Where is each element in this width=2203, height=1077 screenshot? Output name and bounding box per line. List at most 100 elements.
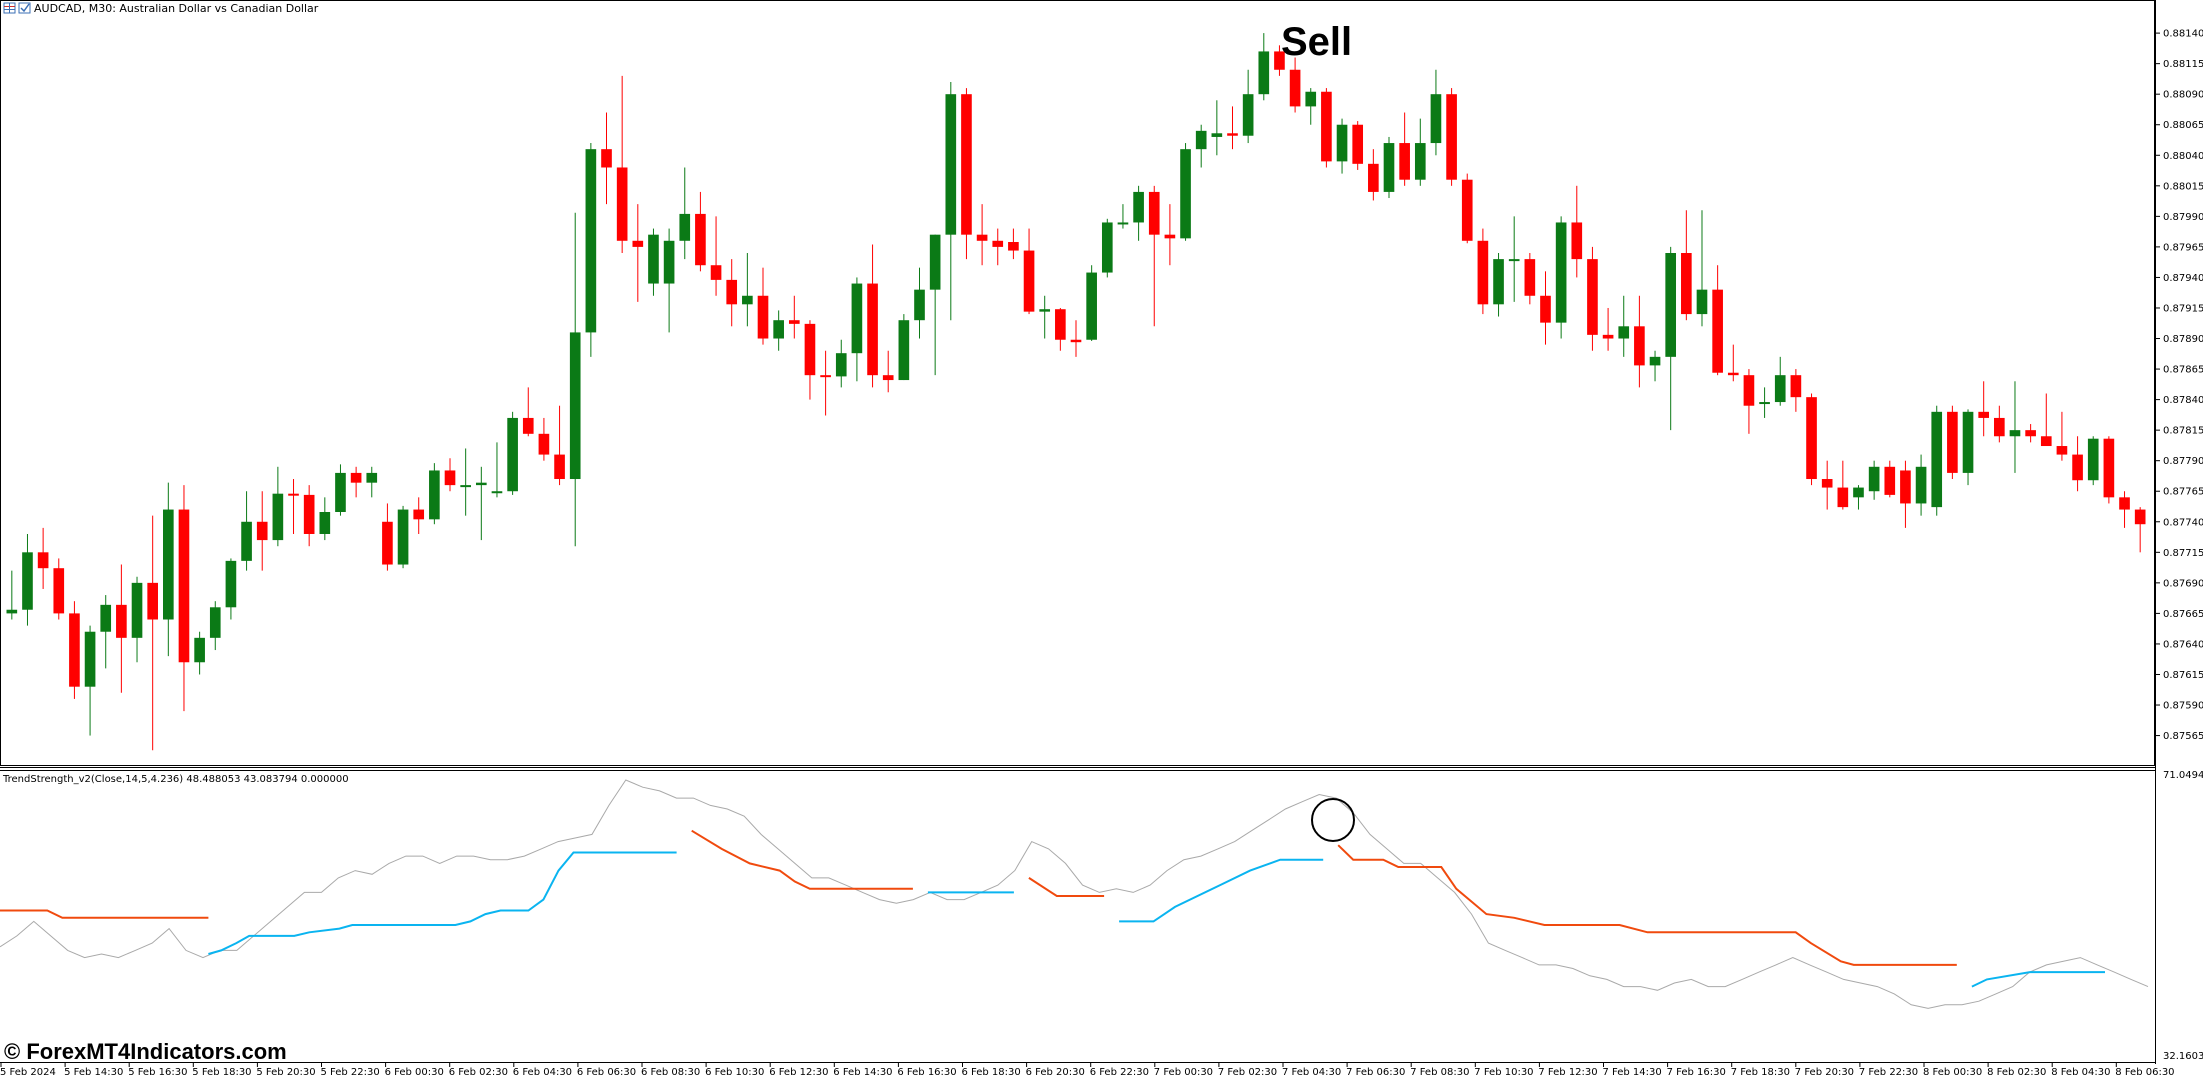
candle-body xyxy=(429,470,440,520)
candle-body xyxy=(1978,411,1989,418)
candle-body xyxy=(914,289,925,321)
candle-body xyxy=(742,295,753,305)
time-tick-label: 7 Feb 10:30 xyxy=(1474,1067,1533,1077)
candle xyxy=(2009,381,2021,473)
candle xyxy=(1477,228,1489,315)
candle-body xyxy=(1242,94,1254,136)
price-tick-label: 0.87715 xyxy=(2163,548,2203,559)
candle-body xyxy=(22,552,33,610)
indicator-blue-segment xyxy=(208,851,677,955)
candle xyxy=(1023,228,1035,315)
price-tick-label: 0.87565 xyxy=(2163,731,2203,742)
candle xyxy=(382,503,393,571)
candle xyxy=(1055,307,1066,351)
candle xyxy=(1086,265,1097,341)
candle xyxy=(163,482,174,657)
candle xyxy=(1524,253,1536,305)
candle xyxy=(1368,149,1379,201)
candle xyxy=(84,625,96,736)
chart-check-icon[interactable] xyxy=(18,2,31,14)
candle-body xyxy=(1336,124,1348,162)
indicator-gray-line xyxy=(0,779,2149,1009)
candle xyxy=(366,466,378,498)
candle-body xyxy=(1962,411,1974,473)
candle-body xyxy=(1446,94,1457,180)
candle xyxy=(1336,118,1348,174)
candle-body xyxy=(1994,417,2005,437)
candle xyxy=(53,558,65,620)
candle-body xyxy=(773,320,784,339)
candle-body xyxy=(444,470,456,486)
candle-body xyxy=(319,512,331,534)
candle-body xyxy=(131,582,143,638)
candle-body xyxy=(1399,143,1410,180)
candle xyxy=(757,267,769,345)
price-tick-label: 0.87865 xyxy=(2163,365,2203,376)
candle-body xyxy=(1430,94,1442,144)
candle xyxy=(1837,460,1849,510)
candle-body xyxy=(616,167,628,241)
candle-body xyxy=(601,149,612,168)
time-tick-label: 6 Feb 00:30 xyxy=(385,1067,444,1077)
candle-body xyxy=(2040,436,2052,447)
candle-body xyxy=(397,509,409,565)
candle-body xyxy=(335,472,346,512)
candle xyxy=(429,463,440,525)
time-tick-label: 6 Feb 20:30 xyxy=(1026,1067,1085,1077)
candle xyxy=(710,216,722,296)
price-tick-label: 0.88090 xyxy=(2163,90,2203,101)
candle-body xyxy=(6,609,18,614)
candle-body xyxy=(1696,289,1708,315)
candle xyxy=(1508,216,1520,302)
candle-body xyxy=(1195,130,1207,150)
candle-body xyxy=(37,552,49,569)
watermark: © ForexMT4Indicators.com xyxy=(4,1039,287,1064)
candle xyxy=(1868,460,1880,500)
candle-body xyxy=(788,320,800,324)
price-tick-label: 0.87890 xyxy=(2163,334,2203,345)
candle xyxy=(491,442,503,498)
candle xyxy=(1790,369,1802,412)
candle-body xyxy=(632,240,644,247)
candle xyxy=(554,405,565,486)
candle-body xyxy=(1524,259,1536,296)
candle xyxy=(147,515,158,751)
chart-grid-icon[interactable] xyxy=(3,2,16,14)
candle xyxy=(882,350,894,393)
price-tick-label: 0.87965 xyxy=(2163,242,2203,253)
candle-body xyxy=(1305,91,1317,107)
time-tick-label: 8 Feb 02:30 xyxy=(1987,1067,2046,1077)
time-tick-label: 6 Feb 16:30 xyxy=(897,1067,956,1077)
candle xyxy=(601,112,612,205)
candle xyxy=(178,485,190,712)
candle-body xyxy=(961,94,972,235)
candle-body xyxy=(2009,430,2021,437)
candle-body xyxy=(1743,375,1755,406)
candle-body xyxy=(2056,446,2068,455)
candle xyxy=(1008,228,1019,260)
candle xyxy=(522,387,534,437)
candle xyxy=(773,310,784,351)
candle-body xyxy=(303,494,315,534)
candle xyxy=(648,228,659,296)
candle xyxy=(1446,88,1457,186)
time-tick-label: 5 Feb 2024 xyxy=(0,1067,56,1077)
time-tick-label: 5 Feb 20:30 xyxy=(256,1067,315,1077)
candle xyxy=(1305,88,1317,125)
price-tick-label: 0.88115 xyxy=(2163,59,2203,70)
candle-body xyxy=(1634,326,1645,366)
candle-body xyxy=(1274,51,1285,70)
candle-body xyxy=(569,332,581,480)
indicator-orange-segment xyxy=(691,829,913,890)
candle xyxy=(2040,393,2052,447)
indicator-orange-segment xyxy=(0,909,209,919)
candle-body xyxy=(1227,133,1238,136)
price-tick-label: 0.87665 xyxy=(2163,609,2203,620)
candle-body xyxy=(976,234,988,241)
candle-body xyxy=(225,560,237,608)
candle xyxy=(1211,100,1223,156)
time-tick-label: 7 Feb 02:30 xyxy=(1218,1067,1277,1077)
candle xyxy=(1806,393,1817,486)
candle-body xyxy=(1180,149,1191,239)
